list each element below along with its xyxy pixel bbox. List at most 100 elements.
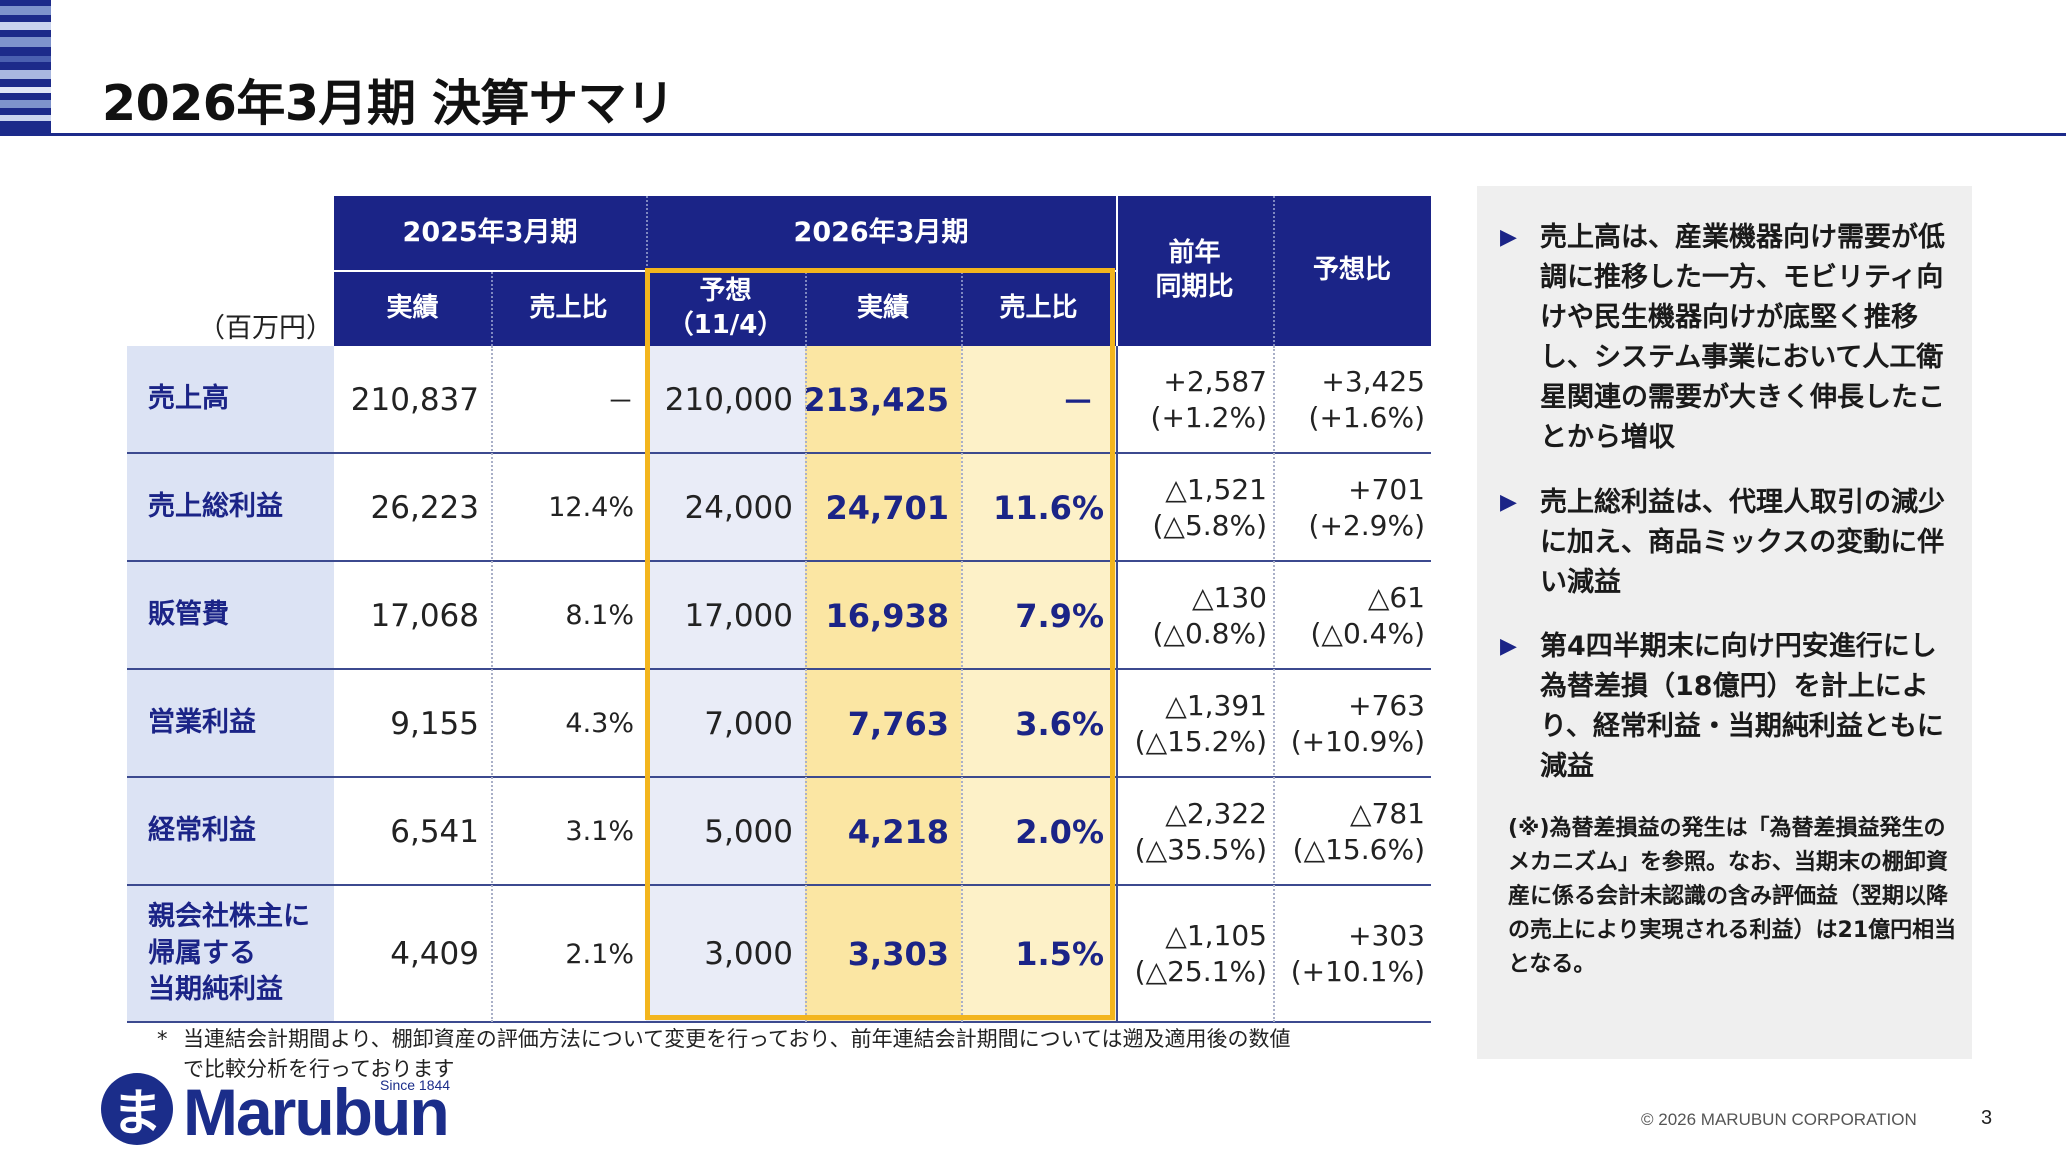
cell-prev-actual: 6,541 [390,813,479,850]
cell-prev-ratio: 4.3% [565,708,634,739]
yoy-amount: +2,587 [1163,364,1267,398]
cell-vs-forecast: +303 (+10.1%) [1273,886,1431,1022]
cell-prev-ratio: － [607,387,634,418]
cell-vs-forecast: +763 (+10.9%) [1273,670,1431,777]
row-label: 親会社株主に 帰属する 当期純利益 [127,886,334,1022]
cell-forecast: 3,000 [646,886,805,1022]
logo-wordmark: Marubun [183,1075,450,1149]
cell-yoy: △2,322 (△35.5%) [1116,778,1273,885]
yoy-amount: △2,322 [1165,796,1267,830]
yoy-amount: △1,391 [1165,688,1267,722]
row-divider [127,1021,1431,1023]
yoy-percent: (△0.8%) [1152,616,1267,650]
cell-vs-forecast: △61 (△0.4%) [1273,562,1431,669]
cell-prev-actual: 4,409 [390,936,479,972]
row-label: 売上総利益 [127,454,334,561]
row-divider [127,560,1431,562]
commentary-panel [1477,186,1972,1059]
cell-curr-actual: 3,303 [805,886,961,1022]
cell-yoy: △1,391 (△15.2%) [1116,670,1273,777]
yoy-percent: (△15.2%) [1134,724,1267,758]
row-label-text: 親会社株主に 帰属する 当期純利益 [148,901,310,1006]
cell-curr-actual: 7,763 [805,670,961,777]
vs-forecast-amount: +701 [1348,472,1425,506]
logo-mark: ま [101,1073,173,1145]
cell-prev-actual: 26,223 [370,489,479,526]
row-label: 販管費 [127,562,334,669]
cell-curr-actual: 213,425 [803,346,961,453]
cell-forecast: 5,000 [646,778,805,885]
yoy-percent: (△25.1%) [1134,955,1267,988]
header-separator [961,272,963,346]
vs-forecast-amount: △781 [1350,796,1425,830]
bullet-arrow-icon: ▶ [1500,490,1517,515]
bullet-arrow-icon: ▶ [1500,634,1517,659]
header-forecast-text: 予想 （11/4） [667,276,784,340]
cell-prev-actual: 17,068 [370,597,479,634]
row-divider [127,452,1431,454]
vs-forecast-amount: +763 [1348,688,1425,722]
vs-forecast-percent: (△0.4%) [1310,616,1425,650]
header-curr-actual: 実績 [805,272,961,346]
panel-note: (※)為替差損益の発生は「為替差損益発生のメカニズム」を参照。なお、当期末の棚卸… [1508,816,1957,977]
vs-forecast-percent: (△15.6%) [1292,832,1425,866]
cell-prev-ratio: 3.1% [565,816,634,847]
cell-yoy: △1,521 (△5.8%) [1116,454,1273,561]
cell-vs-forecast: △781 (△15.6%) [1273,778,1431,885]
cell-yoy: +2,587 (+1.2%) [1116,346,1273,453]
yoy-percent: (+1.2%) [1150,400,1267,434]
column-separator [961,346,963,1022]
page-number: 3 [1981,1107,1993,1129]
bullet-text: 売上高は、産業機器向け需要が低調に推移した一方、モビリティ向けや民生機器向けが底… [1540,222,1945,453]
cell-forecast: 17,000 [646,562,805,669]
row-label: 売上高 [127,346,334,453]
cell-curr-actual: 24,701 [805,454,961,561]
cell-curr-ratio: 1.5% [961,886,1116,1022]
page-title: 2026年3月期 決算サマリ [102,75,675,132]
copyright: © 2026 MARUBUN CORPORATION [1641,1110,1917,1129]
row-divider [127,668,1431,670]
cell-prev-actual: 9,155 [390,705,479,742]
yoy-percent: (△35.5%) [1134,832,1267,866]
company-logo: ま Marubun Since 1844 [101,1068,461,1149]
cell-forecast: 210,000 [646,346,805,453]
cell-curr-actual: 16,938 [805,562,961,669]
header-separator [491,272,493,346]
column-separator [805,346,807,1022]
cell-prev-ratio: 2.1% [565,938,634,970]
header-separator [805,272,807,346]
cell-curr-ratio: 7.9% [961,562,1116,669]
cell-yoy: △1,105 (△25.1%) [1116,886,1273,1022]
unit-label: （百万円） [198,313,333,344]
row-label: 経常利益 [127,778,334,885]
vs-forecast-percent: (+10.9%) [1290,724,1425,758]
yoy-amount: △1,521 [1165,472,1267,506]
cell-curr-ratio: 11.6% [961,454,1116,561]
vs-forecast-amount: △61 [1367,580,1425,614]
row-divider [127,884,1431,886]
cell-forecast: 24,000 [646,454,805,561]
yoy-amount: △130 [1192,580,1267,614]
title-underline [51,133,2066,136]
header-period-curr: 2026年3月期 [646,196,1116,270]
header-prev-ratio: 売上比 [491,272,646,346]
cell-curr-actual: 4,218 [805,778,961,885]
footnote-text: 当連結会計期間より、棚卸資産の評価方法について変更を行っており、前年連結会計期間… [183,1027,1291,1082]
footnote: * 当連結会計期間より、棚卸資産の評価方法について変更を行っており、前年連結会計… [157,1024,1337,1085]
header-period-prev: 2025年3月期 [334,196,646,270]
header-separator [1116,196,1118,346]
vs-forecast-percent: (+10.1%) [1290,955,1425,988]
cell-yoy: △130 (△0.8%) [1116,562,1273,669]
cell-vs-forecast: +701 (+2.9%) [1273,454,1431,561]
footnote-marker: * [157,1027,168,1051]
row-divider [127,776,1431,778]
header-yoy-text: 前年 同期比 [1155,238,1234,302]
column-separator [1273,346,1275,1022]
column-separator [491,346,493,1022]
header-forecast: 予想 （11/4） [646,272,805,346]
current-period-highlight [645,268,1115,1020]
bullet-text: 売上総利益は、代理人取引の減少に加え、商品ミックスの変動に伴い減益 [1540,487,1945,598]
corner-decoration [0,0,51,136]
yoy-percent: (△5.8%) [1152,508,1267,542]
bullet-text: 第4四半期末に向け円安進行にし為替差損（18億円）を計上により、経常利益・当期純… [1540,631,1944,782]
